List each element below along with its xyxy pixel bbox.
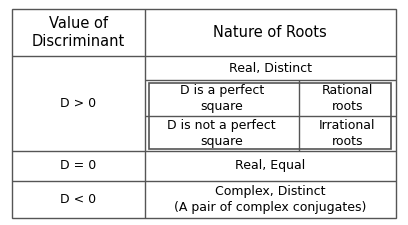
Text: Irrational
roots: Irrational roots xyxy=(319,119,376,148)
Text: Value of
Discriminant: Value of Discriminant xyxy=(32,16,125,49)
Text: D = 0: D = 0 xyxy=(60,160,97,172)
Text: Real, Distinct: Real, Distinct xyxy=(228,62,312,75)
Bar xyxy=(149,83,391,148)
Text: Nature of Roots: Nature of Roots xyxy=(213,25,327,40)
Text: D > 0: D > 0 xyxy=(60,97,96,110)
Text: D is not a perfect
square: D is not a perfect square xyxy=(168,119,276,148)
Text: Real, Equal: Real, Equal xyxy=(235,160,305,172)
Text: D is a perfect
square: D is a perfect square xyxy=(180,84,264,112)
Text: Rational
roots: Rational roots xyxy=(322,84,373,112)
Text: D < 0: D < 0 xyxy=(60,193,96,206)
Text: Complex, Distinct
(A pair of complex conjugates): Complex, Distinct (A pair of complex con… xyxy=(174,185,366,214)
